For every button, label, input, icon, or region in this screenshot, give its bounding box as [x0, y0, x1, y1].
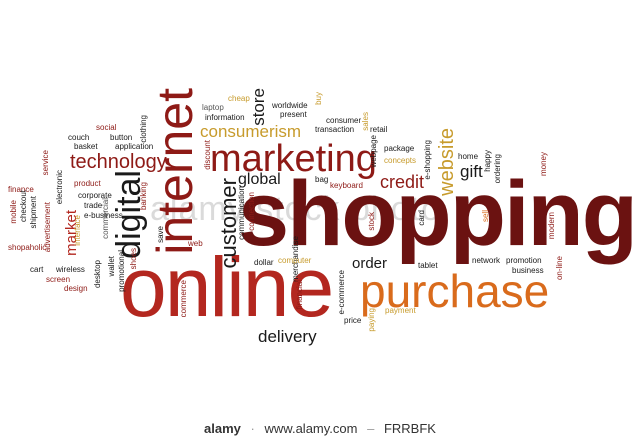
- word-credit: credit: [380, 172, 425, 192]
- word-shipment: shipment: [29, 196, 38, 229]
- word-checkout: checkout: [19, 190, 28, 223]
- word-retail: retail: [370, 125, 388, 134]
- word-mobile: mobile: [9, 200, 18, 224]
- word-marketing: marketing: [210, 138, 377, 180]
- word-save: save: [156, 226, 165, 243]
- word-webpage: webpage: [369, 135, 378, 168]
- word-shoes: shoes: [129, 248, 138, 270]
- word-tablet: tablet: [418, 261, 438, 270]
- word-present: present: [280, 110, 307, 119]
- word-bag: bag: [315, 175, 329, 184]
- word-cloud: alamy stock photo shopping online purcha…: [8, 88, 638, 346]
- word-shopaholic: shopaholic: [8, 243, 47, 252]
- word-connection: connection: [247, 192, 256, 231]
- word-buy: buy: [314, 92, 323, 105]
- word-banking: banking: [139, 182, 148, 211]
- word-desktop: desktop: [93, 260, 102, 289]
- word-product: product: [74, 179, 101, 188]
- word-technology: technology: [70, 151, 167, 173]
- watermark: alamy stock photo: [150, 190, 442, 228]
- word-wallet: wallet: [107, 256, 116, 277]
- footer-code: FRRBFK: [383, 421, 436, 436]
- word-paying: paying: [367, 308, 376, 332]
- word-promotion: promotion: [506, 256, 542, 265]
- word-corporate: corporate: [78, 191, 112, 200]
- word-money: money: [539, 152, 548, 177]
- word-store: store: [249, 88, 268, 126]
- word-card: card: [417, 210, 426, 226]
- word-e-shopping: e-shopping: [423, 140, 432, 180]
- word-consumer: consumer: [326, 116, 362, 125]
- word-promotional: promotional: [117, 250, 126, 292]
- word-button: button: [110, 133, 133, 142]
- word-information: information: [205, 113, 245, 122]
- word-consumerism: consumerism: [200, 122, 302, 141]
- word-finance: finance: [8, 185, 34, 194]
- word-global: global: [238, 171, 281, 188]
- word-delivery: delivery: [258, 327, 317, 346]
- word-keyboard: keyboard: [330, 181, 363, 190]
- word-sales: sales: [361, 112, 370, 131]
- word-purchase: purchase: [360, 265, 550, 317]
- word-interface: interface: [73, 215, 82, 246]
- word-payment: payment: [385, 306, 416, 315]
- word-social: social: [96, 123, 117, 132]
- word-worldwide: worldwide: [272, 101, 308, 110]
- word-financial: financial: [295, 280, 304, 310]
- word-modern: modern: [547, 212, 556, 240]
- word-transaction: transaction: [315, 125, 355, 134]
- word-sell: sell: [481, 210, 490, 223]
- word-happy: happy: [483, 150, 492, 172]
- word-laptop: laptop: [202, 103, 224, 112]
- word-price: price: [344, 316, 362, 325]
- word-dollar: dollar: [254, 258, 274, 267]
- word-cart: cart: [30, 265, 44, 274]
- word-application: application: [115, 142, 154, 151]
- word-design: design: [64, 284, 88, 293]
- word-discount: discount: [203, 140, 212, 170]
- word-cheap: cheap: [228, 94, 250, 103]
- footer-brand: alamy: [204, 421, 241, 436]
- word-service: service: [41, 150, 50, 176]
- word-business: business: [512, 266, 544, 275]
- word-website: website: [436, 128, 458, 196]
- word-home: home: [458, 152, 479, 161]
- word-wireless: wireless: [56, 265, 85, 274]
- word-e-commerce: e-commerce: [337, 270, 346, 315]
- word-e-business: e-business: [84, 211, 123, 220]
- word-web: web: [188, 239, 203, 248]
- word-on-line: on-line: [555, 256, 564, 281]
- word-order: order: [352, 255, 388, 272]
- word-screen: screen: [46, 275, 71, 284]
- word-basket: basket: [74, 142, 98, 151]
- word-shopping: shopping: [238, 163, 638, 265]
- word-computer: computer: [278, 256, 312, 265]
- word-trade: trade: [84, 201, 103, 210]
- word-clothing: clothing: [139, 115, 148, 143]
- word-couch: couch: [68, 133, 90, 142]
- word-stock: stock: [367, 212, 376, 231]
- word-electronic: electronic: [55, 170, 64, 205]
- word-ordering: ordering: [493, 154, 502, 184]
- word-package: package: [384, 144, 415, 153]
- word-commercial: commercial: [101, 198, 110, 239]
- word-network: network: [472, 256, 501, 265]
- word-concepts: concepts: [384, 156, 417, 165]
- footer-bar: alamy · www.alamy.com – FRRBFK: [0, 415, 640, 447]
- footer-separator: ·: [250, 421, 255, 436]
- footer-site[interactable]: www.alamy.com: [264, 421, 358, 436]
- word-gift: gift: [460, 162, 483, 181]
- footer-separator-2: –: [367, 421, 375, 436]
- word-online: online: [120, 240, 334, 334]
- word-communication: communication: [237, 186, 246, 240]
- word-commerce: commerce: [179, 280, 188, 318]
